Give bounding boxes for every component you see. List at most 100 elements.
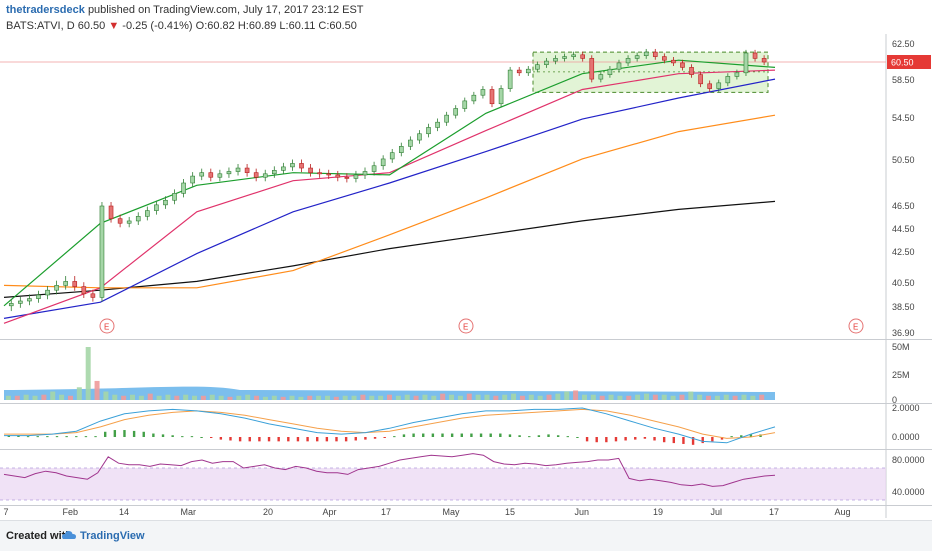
volume-bar [50, 391, 56, 400]
candle-body [117, 218, 123, 224]
volume-bar [652, 394, 658, 400]
price-tick-label: 46.50 [892, 201, 915, 211]
macd-histogram-bar [75, 436, 78, 438]
volume-bar [76, 387, 82, 400]
candle-body [190, 175, 195, 184]
macd-histogram-bar [643, 437, 647, 439]
candle-body [743, 52, 749, 74]
volume-bar [395, 395, 401, 400]
candle-body [335, 174, 341, 178]
macd-histogram-bar [113, 430, 117, 437]
volume-bar [404, 394, 410, 400]
macd-histogram-bar [84, 436, 88, 438]
macd-histogram-bar [103, 431, 107, 437]
candle-body [235, 167, 241, 172]
volume-bar [236, 395, 242, 400]
candle-body [108, 205, 114, 219]
macd-histogram-bar [36, 436, 39, 438]
macd-histogram-bar [229, 437, 232, 441]
macd-histogram-bar [576, 437, 579, 438]
volume-bar [94, 380, 100, 400]
tradingview-brand[interactable]: TradingView [80, 530, 145, 542]
candle-body [290, 163, 295, 168]
volume-bar [138, 395, 144, 400]
volume-bar [333, 396, 339, 400]
candle-body [598, 74, 604, 80]
rsi-tick-label: 80.0000 [892, 455, 925, 465]
time-axis-label: Jul [711, 507, 723, 517]
candle-body [426, 127, 431, 135]
macd-histogram-bar [94, 436, 97, 438]
candle-body [417, 133, 422, 141]
candle-body [471, 94, 477, 102]
volume-bar [41, 394, 47, 400]
macd-histogram-bar [508, 434, 512, 437]
candle-body [344, 176, 350, 179]
macd-histogram-bar [335, 437, 338, 442]
price-tick-label: 62.50 [892, 39, 915, 49]
candle-body [371, 165, 377, 172]
macd-histogram-bar [740, 435, 743, 437]
volume-bar [324, 395, 330, 400]
volume-bar [130, 394, 135, 400]
macd-histogram-bar [624, 437, 627, 441]
candle-body [72, 281, 78, 287]
macd-histogram-bar [46, 436, 49, 438]
macd-histogram-bar [422, 433, 425, 437]
volume-bar [422, 394, 428, 400]
symbol-label[interactable]: BATS:ATVI, D [6, 20, 75, 32]
macd-histogram-bar [316, 437, 319, 442]
macd-histogram-bar [749, 434, 753, 437]
volume-bar [723, 394, 729, 400]
macd-histogram-bar [55, 436, 59, 438]
macd-histogram-bar [383, 437, 386, 438]
volume-bar [608, 394, 614, 400]
volume-bar [449, 394, 455, 400]
candle-body [226, 171, 232, 175]
publish-line: thetradersdeck published on TradingView.… [6, 4, 364, 16]
volume-tick-label: 25M [892, 370, 910, 380]
macd-histogram-bar [210, 437, 213, 438]
candle-body [643, 51, 649, 56]
rsi-line [3, 453, 776, 487]
candle-body [208, 172, 214, 178]
candle-body [498, 88, 504, 105]
candle-body [8, 303, 14, 307]
published-text: published on TradingView.com, July 17, 2… [87, 4, 364, 16]
publisher-username[interactable]: thetradersdeck [6, 4, 85, 16]
candle-body [725, 76, 731, 84]
macd-histogram-bar [402, 434, 406, 437]
macd-histogram-bar [585, 437, 589, 442]
candle-body [281, 166, 286, 171]
candle-body [544, 60, 549, 65]
volume-bar [599, 395, 605, 400]
current-price-label: 60.50 [891, 58, 914, 68]
volume-bar [706, 395, 712, 400]
volume-bar [661, 394, 667, 400]
macd-histogram-bar [258, 437, 261, 442]
candle-body [317, 172, 322, 175]
candle-body [444, 114, 449, 123]
candle-body [698, 74, 703, 85]
earnings-marker-label: E [853, 323, 858, 332]
macd-tick-label: 2.0000 [892, 403, 920, 413]
volume-bar [564, 391, 570, 400]
candle-body [299, 163, 304, 169]
volume-bar [32, 395, 38, 400]
time-axis-label: 7 [4, 507, 9, 517]
volume-bar [245, 394, 251, 400]
volume-bar [635, 394, 641, 400]
macd-histogram-bar [566, 436, 569, 438]
chart-canvas[interactable]: 62.50 58.50 54.50 50.50 46.50 44.50 42.50 40.50… [0, 0, 932, 520]
candle-body [453, 108, 459, 116]
candle-body [680, 62, 685, 68]
volume-bar [103, 391, 109, 400]
macd-histogram-bar [17, 435, 20, 437]
candle-body [308, 167, 313, 173]
earnings-marker-label: E [104, 323, 109, 332]
candle-body [716, 82, 722, 89]
volume-bar [502, 394, 508, 400]
candle-body [181, 182, 186, 194]
time-axis-label: 15 [505, 507, 515, 517]
macd-histogram-bar [470, 433, 473, 437]
